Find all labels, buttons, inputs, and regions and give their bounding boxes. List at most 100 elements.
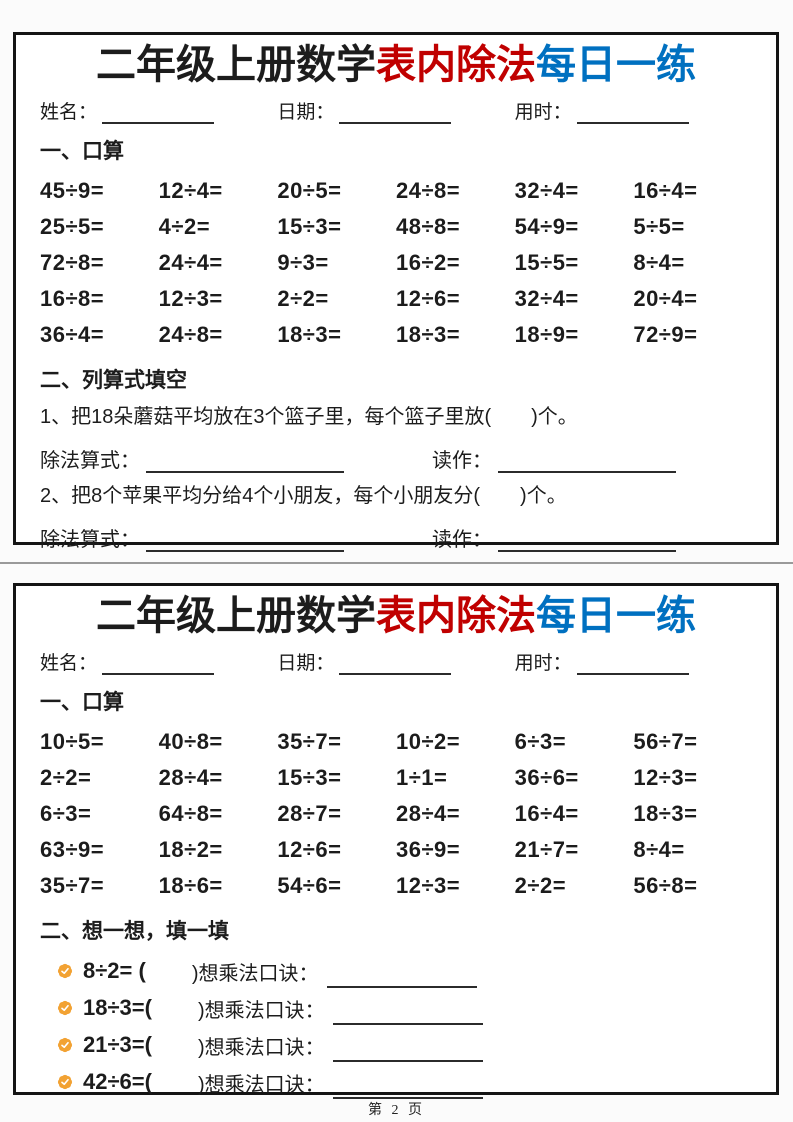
page-title: 二年级上册数学表内除法每日一练 [16, 43, 776, 88]
division-problem: 18÷6= [158, 872, 223, 898]
division-problem: 36÷6= [514, 764, 579, 790]
read-as-answer-group: 读作： [432, 444, 676, 473]
word-problem-2-text: 2、把8个苹果平均分给4个小朋友，每个小朋友分( )个。 [40, 484, 567, 507]
division-problem: 20÷4= [633, 285, 698, 311]
division-problem: 32÷4= [514, 177, 579, 203]
division-problem: 15÷3= [277, 764, 342, 790]
division-problem: 24÷4= [158, 249, 223, 275]
page-title: 二年级上册数学表内除法每日一练 [16, 594, 776, 639]
section-heading-word-problems: 二、列算式填空 [40, 368, 187, 392]
oral-calculation-grid: 10÷5= 40÷8= 35÷7= 10÷2= 6÷3= 56÷7= 2÷2= 28÷4= 15… [40, 724, 752, 904]
date-label: 日期： [277, 652, 335, 674]
division-problem: 45÷9= [40, 177, 105, 203]
division-problem: 28÷4= [158, 764, 223, 790]
fill-suffix-label: )想乘法口诀： [191, 962, 319, 985]
oral-row: 45÷9= 12÷4= 20÷5= 24÷8= 32÷4= 16÷4= [40, 173, 752, 209]
oral-row: 10÷5= 40÷8= 35÷7= 10÷2= 6÷3= 56÷7= [40, 724, 752, 760]
division-problem: 12÷6= [277, 836, 342, 862]
read-as-label: 读作： [432, 528, 492, 551]
title-part-grade-subject: 二年级上册数学 [96, 594, 376, 638]
division-problem: 12÷3= [158, 285, 223, 311]
division-problem: 12÷3= [633, 764, 698, 790]
division-problem: 54÷6= [277, 872, 342, 898]
formula-blank [332, 1044, 483, 1063]
meta-row: 姓名： 日期： 用时： [40, 648, 752, 675]
division-problem: 35÷7= [277, 728, 342, 754]
division-problem: 56÷8= [633, 872, 698, 898]
name-blank [102, 657, 215, 675]
equation-answer-group: 除法算式： [40, 444, 432, 473]
section-heading-oral-calc: 一、口算 [40, 690, 124, 714]
title-part-grade-subject: 二年级上册数学 [96, 43, 376, 87]
division-problem: 16÷4= [633, 177, 698, 203]
title-part-daily-practice: 每日一练 [536, 594, 696, 638]
division-problem: 12÷4= [158, 177, 223, 203]
division-problem: 28÷4= [395, 800, 461, 826]
fill-item-4: 42÷6=( )想乘法口诀： [56, 1064, 752, 1101]
division-problem: 24÷8= [158, 321, 223, 347]
division-problem: 10÷5= [40, 728, 105, 754]
fill-expression: 21÷3=( [83, 1032, 152, 1058]
division-problem: 2÷2= [277, 285, 329, 311]
time-blank [576, 657, 689, 675]
division-problem: 12÷6= [395, 285, 461, 311]
division-problem: 25÷5= [40, 213, 105, 239]
fill-suffix-label: )想乘法口诀： [197, 999, 325, 1022]
division-problem: 72÷9= [633, 321, 698, 347]
division-problem: 18÷3= [395, 321, 461, 347]
division-problem: 28÷7= [277, 800, 342, 826]
division-problem: 32÷4= [514, 285, 579, 311]
division-problem: 12÷3= [395, 872, 461, 898]
equation-label: 除法算式： [40, 449, 140, 472]
division-problem: 9÷3= [277, 249, 329, 275]
worksheet-page-1: 二年级上册数学表内除法每日一练 姓名： 日期： 用时： 一、口算 45÷9= 12… [13, 32, 779, 552]
fill-item-3: 21÷3=( )想乘法口诀： [56, 1027, 752, 1064]
fill-expression: 8÷2= ( [83, 958, 146, 984]
fill-expression: 42÷6=( [83, 1069, 152, 1095]
fill-suffix-label: )想乘法口诀： [197, 1036, 325, 1059]
formula-blank [326, 970, 477, 989]
division-problem: 64÷8= [158, 800, 223, 826]
name-label: 姓名： [40, 652, 98, 674]
division-problem: 4÷2= [158, 213, 211, 239]
fill-item-2: 18÷3=( )想乘法口诀： [56, 990, 752, 1027]
division-problem: 10÷2= [395, 728, 461, 754]
division-problem: 2÷2= [514, 872, 567, 898]
name-field: 姓名： [40, 97, 277, 124]
worksheet-page-2: 二年级上册数学表内除法每日一练 姓名： 日期： 用时： 一、口算 10÷5= 40… [13, 583, 779, 1100]
division-problem: 1÷1= [395, 764, 448, 790]
division-problem: 48÷8= [395, 213, 461, 239]
badge-check-icon [56, 1036, 74, 1054]
division-problem: 15÷3= [277, 213, 342, 239]
read-as-blank [498, 455, 676, 473]
division-problem: 18÷2= [158, 836, 223, 862]
time-blank [576, 106, 689, 124]
badge-check-icon [56, 962, 74, 980]
division-problem: 15÷5= [514, 249, 579, 275]
name-field: 姓名： [40, 648, 277, 675]
time-field: 用时： [515, 648, 752, 675]
division-problem: 24÷8= [395, 177, 461, 203]
division-problem: 8÷4= [633, 836, 685, 862]
division-problem: 18÷3= [633, 800, 698, 826]
read-as-label: 读作： [432, 449, 492, 472]
equation-answer-group: 除法算式： [40, 523, 432, 552]
division-problem: 35÷7= [40, 872, 105, 898]
division-problem: 21÷7= [514, 836, 579, 862]
division-problem: 6÷3= [514, 728, 567, 754]
division-problem: 63÷9= [40, 836, 105, 862]
date-field: 日期： [277, 648, 514, 675]
division-problem: 16÷2= [395, 249, 461, 275]
read-as-blank [498, 534, 676, 552]
division-problem: 72÷8= [40, 249, 105, 275]
division-problem: 6÷3= [40, 800, 92, 826]
division-problem: 18÷3= [277, 321, 342, 347]
fill-item-1: 8÷2= ( )想乘法口诀： [56, 953, 752, 990]
fill-suffix-label: )想乘法口诀： [197, 1073, 325, 1096]
title-part-daily-practice: 每日一练 [536, 43, 696, 87]
division-problem: 2÷2= [40, 764, 92, 790]
word-problem-1-text: 1、把18朵蘑菇平均放在3个篮子里，每个篮子里放( )个。 [40, 405, 578, 428]
division-problem: 20÷5= [277, 177, 342, 203]
word-problem-2-answer-row: 除法算式： 读作： [40, 523, 752, 552]
date-blank [339, 106, 452, 124]
